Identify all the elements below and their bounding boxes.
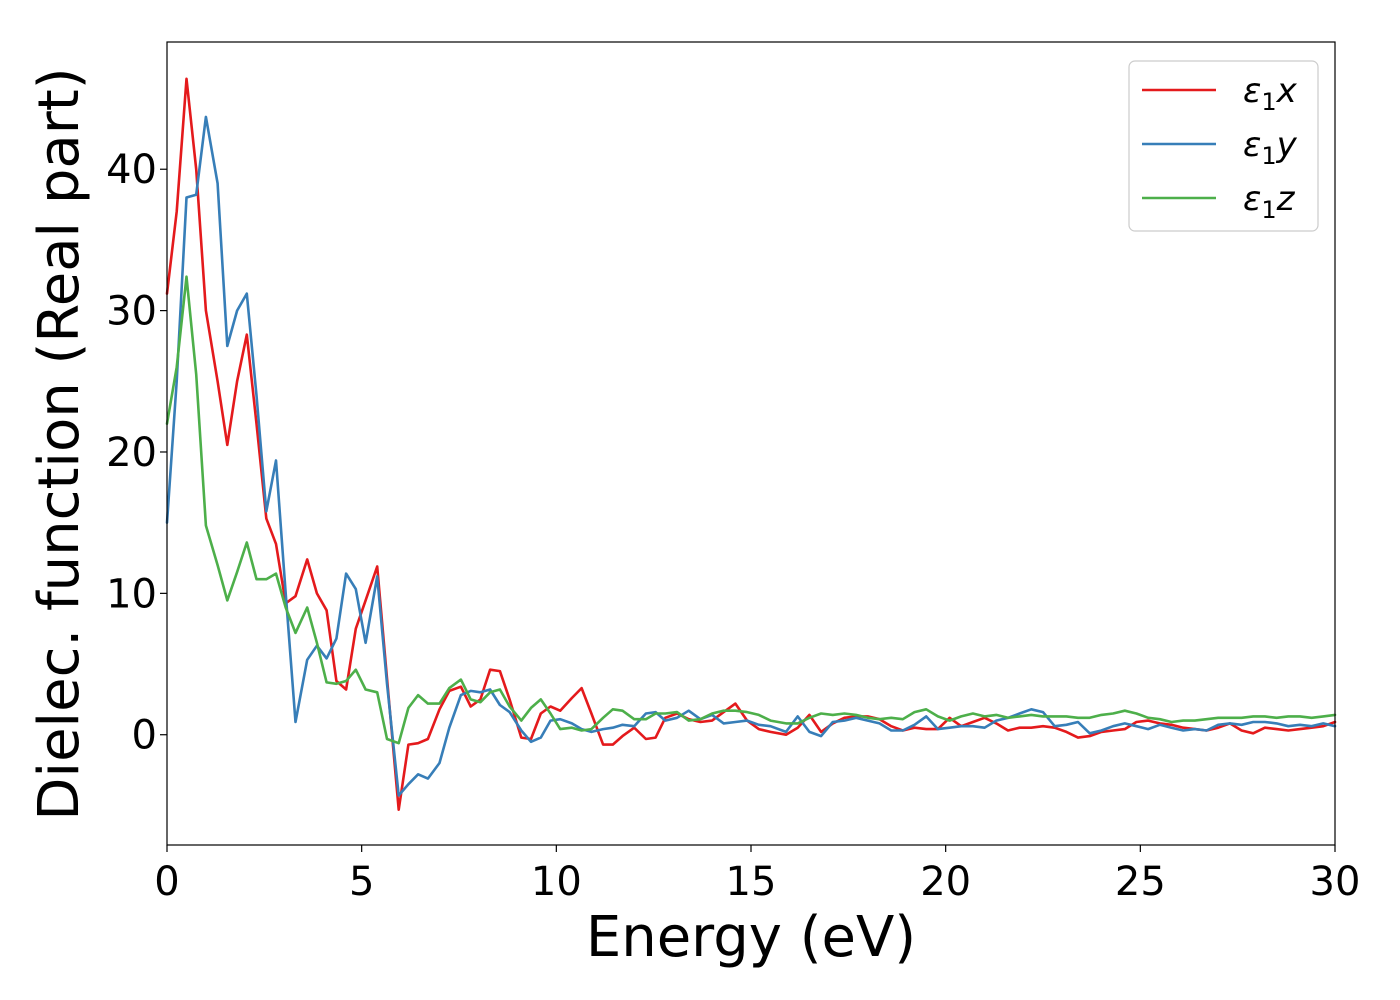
ticks-layer: 0 5 10 15 20 25 30 0 10 20 30 40 [106,147,1360,905]
legend-label-x: ε1x [1243,71,1298,116]
legend: ε1x ε1y ε1z [1128,60,1319,232]
x-tick-label: 25 [1115,859,1166,905]
x-tick-label: 30 [1310,859,1361,905]
legend-label-z: ε1z [1243,179,1296,224]
x-tick-label: 15 [726,859,777,905]
y-tick-label: 0 [132,713,157,759]
legend-label-y: ε1y [1243,125,1298,170]
y-tick-label: 10 [106,571,157,617]
y-axis-title: Dielec. function (Real part) [27,67,92,820]
x-tick-label: 0 [154,859,179,905]
x-tick-label: 20 [920,859,971,905]
x-axis-title: Energy (eV) [586,905,916,970]
y-tick-label: 30 [106,289,157,335]
series-line-z [165,275,1337,745]
y-tick-label: 20 [106,430,157,476]
legend-box [1128,60,1319,232]
x-tick-label: 10 [531,859,582,905]
x-tick-label: 5 [349,859,374,905]
y-tick-label: 40 [106,147,157,193]
series-line-x [165,77,1337,812]
series-layer [165,77,1337,812]
